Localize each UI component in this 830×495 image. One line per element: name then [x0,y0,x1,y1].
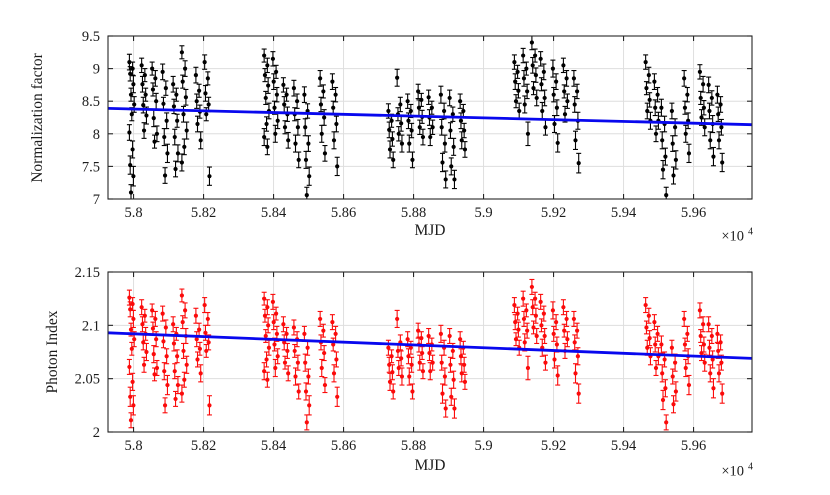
x-tick-label: 5.86 [331,205,356,221]
data-series-normalization-factor [108,36,752,199]
y-tick-labels: 2 2.05 2.1 2.15 [75,265,100,441]
y-tick-labels: 7 7.5 8 8.5 9 9.5 [82,29,100,208]
x-tick-label: 5.94 [611,205,637,221]
data-series-photon-index [108,278,752,431]
x-tick-label: 5.96 [681,205,706,221]
x-tick-label: 5.8 [124,438,142,454]
x-tick-label: 5.92 [541,438,566,454]
x-tick-labels: 5.8 5.82 5.84 5.86 5.88 5.9 5.92 5.94 5.96 [124,205,706,221]
y-tick-label: 8.5 [82,94,100,110]
x-axis-offset-top: ×10 4 [721,227,753,246]
x-tick-label: 5.86 [331,438,356,454]
y-tick-label: 2 [93,425,100,441]
x-tick-labels: 5.8 5.82 5.84 5.86 5.88 5.9 5.92 5.94 5.96 [124,438,706,454]
tick-marks [108,35,752,200]
panel-top: 5.8 5.82 5.84 5.86 5.88 5.9 5.92 5.94 5.96 7 7.5 8 8… [82,29,753,221]
y-tick-label: 9.5 [82,29,100,45]
xlabel-mjd-top: MJD [414,222,446,239]
x-offset-mantissa: ×10 [721,463,744,480]
panel-bottom: 5.8 5.82 5.84 5.86 5.88 5.9 5.92 5.94 5.9622.052… [75,265,753,454]
y-tick-label: 9 [93,62,100,78]
ylabel-normalization-factor: Normalization factor [29,53,46,183]
y-tick-label: 2.05 [75,372,100,388]
trend-line [108,106,752,127]
x-tick-label: 5.82 [191,438,216,454]
x-tick-label: 5.96 [681,438,706,454]
y-tick-label: 8 [93,127,100,143]
x-tick-label: 5.88 [401,438,426,454]
x-tick-label: 5.8 [124,205,142,221]
xlabel-mjd-bottom: MJD [414,457,446,474]
x-tick-label: 5.9 [474,205,492,221]
x-tick-label: 5.9 [474,438,492,454]
x-offset-exponent: 4 [748,226,753,238]
x-tick-label: 5.84 [261,438,287,454]
x-tick-label: 5.82 [191,205,216,221]
y-tick-label: 2.15 [75,265,100,281]
x-tick-label: 5.92 [541,205,566,221]
error-bars [126,278,725,431]
y-tick-label: 2.1 [82,318,100,334]
ylabel-photon-index: Photon Index [44,310,61,394]
x-offset-mantissa: ×10 [721,228,744,245]
x-tick-label: 5.88 [401,205,426,221]
axis-box [107,271,753,433]
y-tick-label: 7.5 [82,159,100,175]
x-axis-offset-bottom: ×10 4 [721,462,753,481]
trend-line [108,331,752,360]
axis-box [107,35,753,200]
y-tick-label: 7 [93,192,100,208]
x-tick-label: 5.84 [261,205,287,221]
x-offset-exponent: 4 [748,461,753,473]
tick-marks [108,271,752,433]
grid-lines [108,272,752,432]
data-points [127,40,725,198]
x-tick-label: 5.94 [611,438,637,454]
